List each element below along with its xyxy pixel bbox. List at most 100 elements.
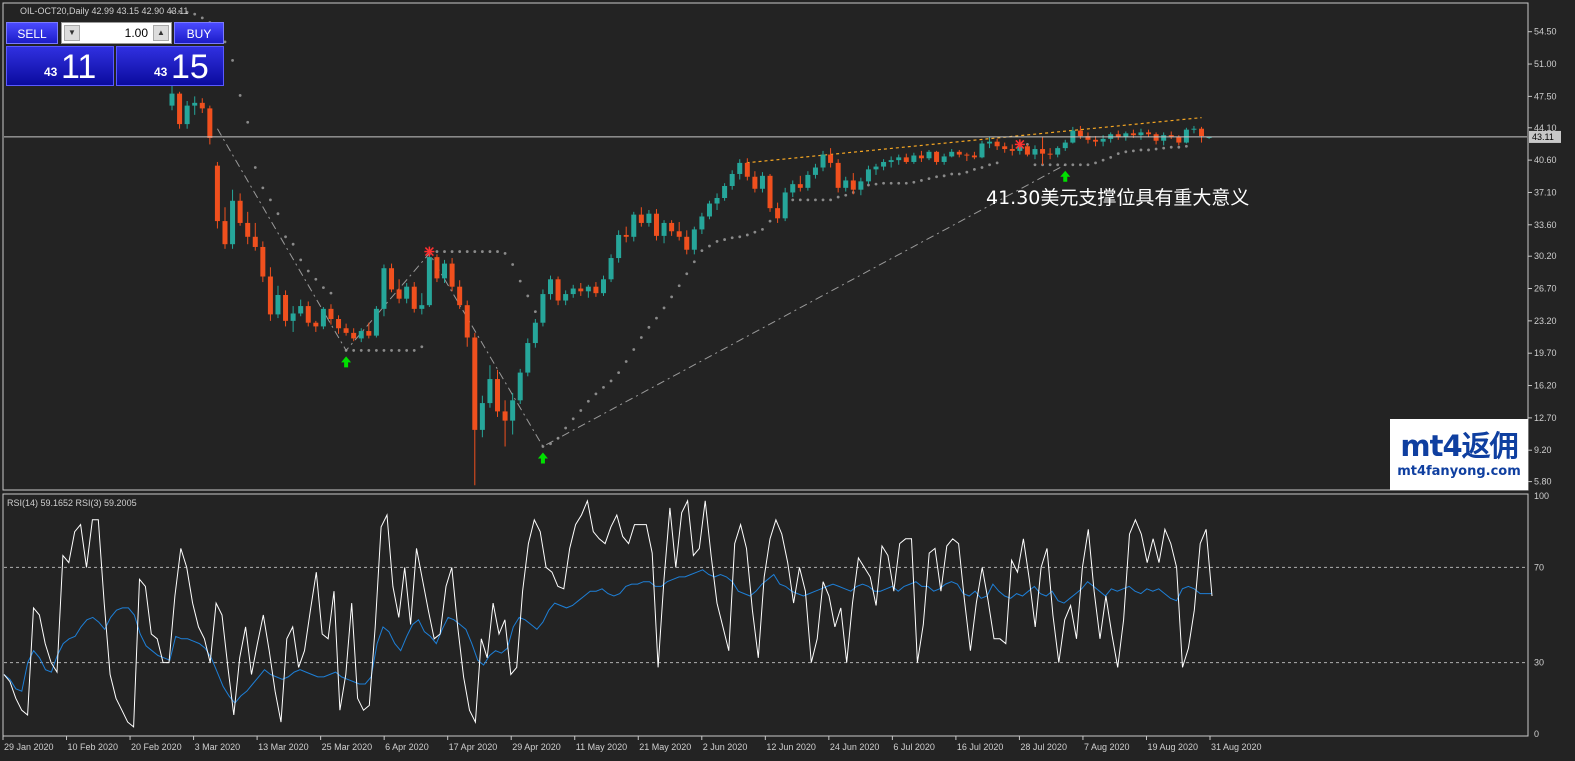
- candle[interactable]: [1168, 131, 1174, 139]
- candle[interactable]: [1093, 136, 1099, 147]
- candle[interactable]: [1138, 128, 1144, 140]
- candle[interactable]: [623, 226, 629, 243]
- candle[interactable]: [699, 212, 705, 235]
- candle[interactable]: [1183, 127, 1189, 144]
- candle[interactable]: [464, 300, 470, 347]
- candle[interactable]: [1191, 125, 1197, 134]
- candle[interactable]: [722, 183, 728, 201]
- candle[interactable]: [442, 259, 448, 283]
- candle[interactable]: [729, 170, 735, 190]
- candle[interactable]: [593, 282, 599, 297]
- candle[interactable]: [336, 315, 342, 334]
- candle[interactable]: [850, 173, 856, 195]
- lot-size-input[interactable]: [82, 25, 148, 41]
- candle[interactable]: [563, 290, 569, 306]
- candle[interactable]: [373, 306, 379, 338]
- candle[interactable]: [911, 152, 917, 164]
- candle[interactable]: [404, 282, 410, 304]
- candle[interactable]: [994, 138, 1000, 150]
- candle[interactable]: [328, 304, 334, 325]
- candle[interactable]: [661, 220, 667, 244]
- candle[interactable]: [790, 180, 796, 198]
- candle[interactable]: [653, 209, 659, 241]
- candle[interactable]: [714, 193, 720, 211]
- candle[interactable]: [1085, 132, 1091, 144]
- candle[interactable]: [495, 369, 501, 417]
- candle[interactable]: [230, 189, 236, 249]
- spinner-up-icon[interactable]: ▲: [153, 25, 169, 41]
- candle[interactable]: [555, 276, 561, 306]
- candle[interactable]: [1146, 129, 1152, 138]
- candle[interactable]: [525, 338, 531, 377]
- candle[interactable]: [320, 307, 326, 330]
- candle[interactable]: [479, 395, 485, 438]
- candle[interactable]: [351, 328, 357, 342]
- candle[interactable]: [873, 163, 879, 175]
- candle[interactable]: [313, 320, 319, 332]
- candle[interactable]: [669, 220, 675, 236]
- candle[interactable]: [676, 222, 682, 241]
- candle[interactable]: [1009, 144, 1015, 156]
- candle[interactable]: [517, 368, 523, 405]
- candle[interactable]: [608, 254, 614, 283]
- candle[interactable]: [449, 258, 455, 292]
- sell-button[interactable]: SELL: [6, 22, 58, 44]
- candle[interactable]: [812, 163, 818, 179]
- candle[interactable]: [419, 293, 425, 315]
- candle[interactable]: [616, 230, 622, 263]
- candle[interactable]: [502, 400, 508, 447]
- ask-price-button[interactable]: 43 15: [116, 46, 224, 86]
- candle[interactable]: [1161, 132, 1167, 146]
- candle[interactable]: [389, 263, 395, 293]
- candle[interactable]: [752, 171, 758, 193]
- candle[interactable]: [192, 96, 198, 115]
- candle[interactable]: [1153, 132, 1159, 145]
- candle[interactable]: [684, 230, 690, 255]
- candle[interactable]: [600, 275, 606, 296]
- candle[interactable]: [1108, 132, 1114, 143]
- candle[interactable]: [631, 211, 637, 242]
- candle[interactable]: [267, 267, 273, 321]
- candle[interactable]: [298, 299, 304, 317]
- candle[interactable]: [275, 285, 281, 319]
- candle[interactable]: [828, 148, 834, 168]
- bid-price-button[interactable]: 43 11: [6, 46, 114, 86]
- candle[interactable]: [949, 149, 955, 158]
- candle[interactable]: [918, 150, 924, 162]
- candle[interactable]: [207, 105, 213, 145]
- candle[interactable]: [1123, 131, 1129, 141]
- candle[interactable]: [782, 187, 788, 222]
- candle[interactable]: [169, 84, 175, 111]
- candle[interactable]: [411, 282, 417, 313]
- candle[interactable]: [820, 150, 826, 172]
- candle[interactable]: [578, 282, 584, 296]
- candle[interactable]: [358, 328, 364, 343]
- candle[interactable]: [1002, 142, 1008, 153]
- candle[interactable]: [865, 165, 871, 185]
- candle[interactable]: [759, 172, 765, 193]
- candle[interactable]: [903, 153, 909, 164]
- candle[interactable]: [1062, 139, 1068, 151]
- candle[interactable]: [1024, 144, 1030, 157]
- candle[interactable]: [199, 98, 205, 114]
- candle[interactable]: [214, 161, 220, 229]
- candle[interactable]: [222, 207, 228, 249]
- candle[interactable]: [396, 279, 402, 304]
- candle[interactable]: [775, 202, 781, 223]
- candle[interactable]: [548, 275, 553, 300]
- candle[interactable]: [1047, 148, 1053, 160]
- candle[interactable]: [987, 137, 993, 149]
- candle[interactable]: [252, 222, 258, 251]
- candle[interactable]: [941, 153, 947, 165]
- candle[interactable]: [366, 322, 372, 339]
- candle[interactable]: [426, 251, 432, 308]
- candle[interactable]: [691, 226, 697, 255]
- candle[interactable]: [805, 171, 811, 191]
- candle[interactable]: [1055, 146, 1061, 158]
- candle[interactable]: [1032, 145, 1038, 160]
- candle[interactable]: [934, 150, 940, 165]
- candle[interactable]: [646, 210, 652, 227]
- candle[interactable]: [881, 159, 887, 171]
- candle[interactable]: [290, 306, 296, 332]
- lot-size-field[interactable]: ▼ ▲: [61, 22, 172, 44]
